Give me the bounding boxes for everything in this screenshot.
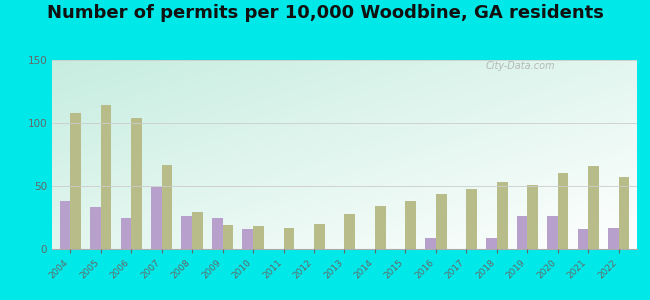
Text: Number of permits per 10,000 Woodbine, GA residents: Number of permits per 10,000 Woodbine, G… <box>47 4 603 22</box>
Bar <box>101 105 111 249</box>
Bar <box>222 225 233 249</box>
Bar <box>120 218 131 249</box>
Bar <box>578 229 588 249</box>
Bar <box>425 238 436 249</box>
Bar <box>486 238 497 249</box>
Bar <box>406 201 416 249</box>
Bar <box>90 207 101 249</box>
Bar <box>619 177 629 249</box>
Bar <box>608 228 619 249</box>
Bar <box>314 224 325 249</box>
Bar <box>466 188 477 249</box>
Bar <box>151 187 162 249</box>
Bar <box>212 218 222 249</box>
Bar <box>497 182 508 249</box>
Bar <box>242 229 253 249</box>
Bar <box>283 228 294 249</box>
Text: City-Data.com: City-Data.com <box>485 61 555 71</box>
Bar <box>253 226 264 249</box>
Bar <box>192 212 203 249</box>
Bar <box>558 173 569 249</box>
Bar <box>527 185 538 249</box>
Bar <box>60 201 70 249</box>
Bar <box>70 113 81 249</box>
Bar <box>162 165 172 249</box>
Bar <box>547 216 558 249</box>
Bar <box>131 118 142 249</box>
Bar <box>181 216 192 249</box>
Bar <box>588 166 599 249</box>
Bar <box>517 216 527 249</box>
Bar <box>436 194 447 249</box>
Bar <box>375 206 385 249</box>
Bar <box>344 214 355 249</box>
